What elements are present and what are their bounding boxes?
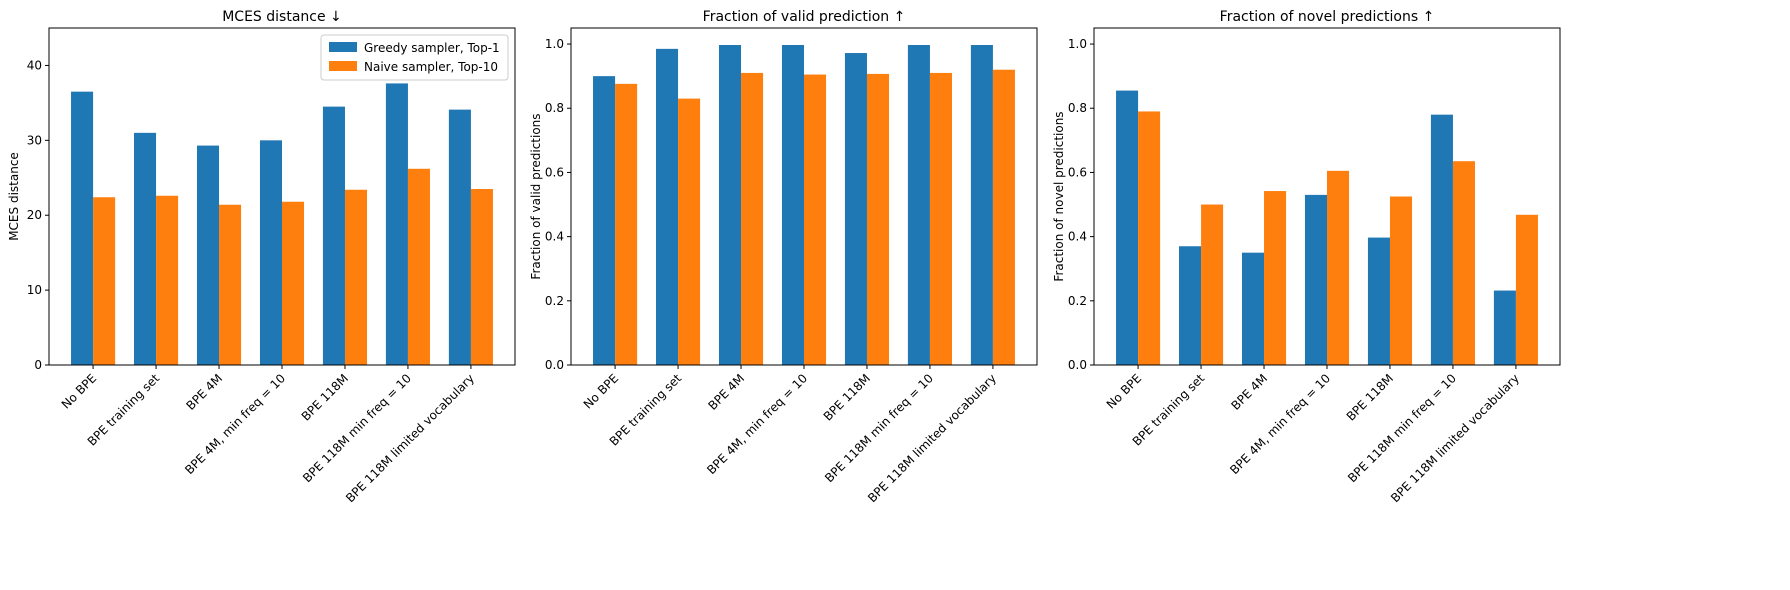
bar-series2-2: [678, 98, 701, 365]
bar-series1-5: [1367, 237, 1390, 365]
y-tick-label: 0.4: [545, 230, 564, 244]
y-axis-label: Fraction of valid predictions: [529, 113, 543, 279]
legend-entry: Greedy sampler, Top-1: [364, 41, 500, 55]
bar-series2-1: [93, 197, 116, 365]
bar-series2-6: [929, 72, 952, 365]
bar-series2-7: [470, 189, 493, 365]
bar-series2-1: [1138, 111, 1161, 365]
x-tick-label: BPE 118M: [299, 371, 351, 423]
bar-series1-3: [718, 45, 742, 366]
chart-title: Fraction of novel predictions ↑: [1220, 9, 1435, 25]
x-tick-label: BPE 118M: [1344, 371, 1396, 423]
bar-series2-5: [344, 189, 368, 365]
bar-series1-2: [134, 132, 157, 365]
y-tick-label: 0.8: [1068, 101, 1087, 115]
x-tick-label: BPE 118M min freq = 10: [1345, 371, 1459, 485]
bar-series1-1: [71, 91, 94, 366]
bar-series2-6: [1452, 161, 1475, 365]
y-axis-label: Fraction of novel predictions: [1052, 111, 1066, 281]
bar-series1-1: [593, 76, 616, 366]
bar-series1-7: [1493, 290, 1516, 365]
bar-series1-7: [970, 45, 993, 366]
legend-swatch: [329, 42, 357, 52]
y-axis-label: MCES distance: [7, 152, 21, 241]
x-tick-label: No BPE: [1104, 371, 1144, 411]
bar-series1-1: [1116, 90, 1139, 365]
x-tick-label: No BPE: [581, 371, 621, 411]
bar-series1-2: [1179, 246, 1202, 365]
y-tick-label: 0.2: [545, 294, 564, 308]
x-tick-label: No BPE: [59, 371, 99, 411]
bar-series2-5: [866, 73, 890, 366]
bar-series1-4: [259, 140, 282, 365]
y-tick-label: 0.2: [1068, 294, 1087, 308]
bar-series2-3: [1264, 191, 1287, 365]
y-tick-label: 0.6: [545, 165, 564, 179]
y-tick-label: 0.8: [545, 101, 564, 115]
bar-series2-3: [219, 204, 242, 365]
y-tick-label: 30: [27, 133, 42, 147]
bar-series1-5: [844, 53, 867, 365]
bar-series2-5: [1389, 196, 1413, 365]
y-tick-label: 0.0: [545, 358, 564, 372]
bar-series2-4: [1327, 170, 1350, 365]
bar-series2-7: [992, 69, 1015, 365]
chart-title: MCES distance ↓: [222, 9, 342, 25]
legend: Greedy sampler, Top-1 Naive sampler, Top-…: [320, 34, 509, 81]
x-tick-label: BPE 4M: [1229, 371, 1271, 413]
bar-series1-5: [322, 106, 345, 365]
y-tick-label: 1.0: [1068, 37, 1087, 51]
legend-entry: Naive sampler, Top-10: [364, 60, 498, 74]
bar-series2-7: [1515, 214, 1538, 365]
x-tick-label: BPE 118M limited vocabulary: [865, 371, 999, 505]
y-tick-label: 0: [34, 358, 42, 372]
x-tick-label: BPE 118M min freq = 10: [822, 371, 936, 485]
x-tick-label: BPE 4M: [184, 371, 226, 413]
x-tick-label: BPE 4M: [706, 371, 748, 413]
bar-series1-3: [196, 145, 220, 365]
x-tick-label: BPE 118M limited vocabulary: [1388, 371, 1522, 505]
bar-series1-7: [448, 109, 471, 365]
y-tick-label: 0.6: [1068, 165, 1087, 179]
bar-series2-6: [407, 168, 430, 365]
legend-box: [320, 34, 509, 81]
y-tick-label: 40: [27, 58, 42, 72]
bar-series2-4: [282, 201, 305, 365]
chart-title: Fraction of valid prediction ↑: [703, 9, 906, 25]
bar-series2-2: [1201, 204, 1224, 365]
bar-series1-6: [1430, 114, 1453, 366]
y-tick-label: 20: [27, 208, 42, 222]
bar-series2-4: [804, 74, 827, 366]
bar-series2-1: [615, 83, 638, 366]
bar-series2-2: [156, 195, 179, 365]
x-tick-label: BPE 118M min freq = 10: [300, 371, 414, 485]
x-tick-label: BPE 118M limited vocabulary: [343, 371, 477, 505]
y-tick-label: 0.4: [1068, 230, 1087, 244]
bar-series1-6: [907, 45, 930, 366]
bar-series2-3: [741, 72, 764, 365]
y-tick-label: 10: [27, 283, 42, 297]
y-tick-label: 1.0: [545, 37, 564, 51]
bar-series1-2: [656, 48, 679, 365]
x-tick-label: BPE 118M: [821, 371, 873, 423]
bar-series1-4: [1304, 194, 1327, 365]
y-tick-label: 0.0: [1068, 358, 1087, 372]
bar-series1-4: [781, 45, 804, 366]
bar-series1-6: [385, 83, 408, 365]
bar-series1-3: [1241, 252, 1265, 365]
legend-swatch: [329, 61, 357, 71]
